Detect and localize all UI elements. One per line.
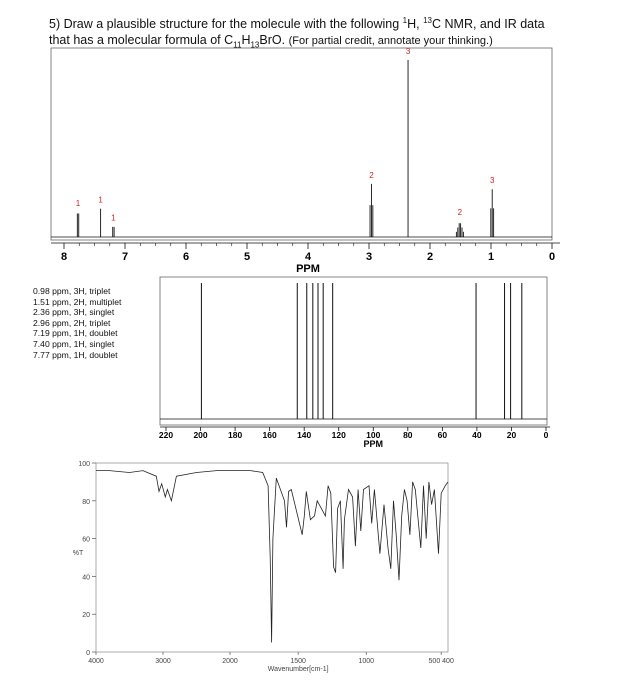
h-nmr-tick-label: 4	[305, 251, 312, 263]
c-nmr-tick-label: 180	[228, 430, 242, 440]
ir-y-tick-label: 60	[82, 537, 90, 544]
question-line1-post: C NMR, and IR data	[432, 17, 545, 31]
formula-h: H	[241, 33, 251, 47]
h-nmr-integration-label: 1	[76, 199, 81, 208]
h-nmr-axis-label: PPM	[296, 263, 320, 275]
question-line1-pre: Draw a plausible structure for the molec…	[63, 17, 403, 31]
sub-13: 13	[250, 40, 260, 50]
formula-bro: BrO.	[259, 33, 286, 47]
h-nmr-integration-label: 2	[369, 171, 374, 180]
ir-x-tick-label: 1000	[358, 658, 374, 665]
peak-list-item: 0.98 ppm, 3H, triplet	[33, 286, 111, 296]
sup-13: 13	[423, 15, 433, 25]
question-line-2: that has a molecular formula of C11H13Br…	[49, 32, 609, 49]
c-nmr-tick-label: 120	[332, 430, 346, 440]
h-nmr-integration-label: 3	[490, 176, 495, 185]
c-nmr-tick-label: 0	[544, 430, 549, 440]
question-text: 5) Draw a plausible structure for the mo…	[49, 16, 609, 49]
h-nmr-integration-label: 3	[406, 47, 411, 56]
c-nmr-tick-label: 160	[263, 430, 277, 440]
ir-x-tick-label: 2000	[222, 658, 238, 665]
ir-chart: 0 20 40 60 80 100 4000 3000 2000 1500 1000 500 400%…	[73, 461, 454, 673]
h-nmr-peak-list: 0.98 ppm, 3H, triplet 1.51 ppm, 2H, mult…	[33, 286, 121, 360]
h-nmr-tick-label: 1	[488, 251, 494, 263]
c-nmr-tick-label: 20	[507, 430, 517, 440]
question-line2-pre: that has a molecular formula of C	[49, 33, 234, 47]
peak-list-item: 2.96 ppm, 2H, triplet	[33, 317, 111, 328]
h-nmr-integration-label: 2	[458, 208, 463, 217]
question-note: (For partial credit, annotate your think…	[288, 35, 493, 47]
ir-x-tick-label: 500 400	[429, 658, 454, 665]
h-nmr-tick-label: 3	[366, 251, 372, 263]
c-nmr-tick-label: 80	[403, 430, 413, 440]
h-nmr-frame	[50, 47, 553, 241]
ir-y-tick-label: 0	[86, 650, 90, 657]
ir-y-axis-label: %T	[73, 550, 84, 557]
ir-y-tick-label: 80	[82, 499, 90, 506]
h-nmr-tick-label: 7	[122, 251, 128, 263]
peak-list-item: 7.77 ppm, 1H, doublet	[33, 349, 118, 360]
peak-list-item: 7.19 ppm, 1H, doublet	[33, 328, 118, 339]
question-h: H,	[407, 17, 424, 31]
c-nmr-tick-label: 40	[472, 430, 482, 440]
c-nmr-tick-label: 100	[366, 430, 380, 440]
sup-1: 1	[402, 15, 408, 25]
question-number: 5)	[49, 17, 61, 31]
h-nmr-integration-label: 1	[98, 196, 103, 205]
h-nmr-tick-label: 0	[549, 251, 555, 263]
peak-list-item: 1.51 ppm, 2H, multiplet	[33, 296, 122, 307]
c-nmr-tick-label: 200	[193, 430, 207, 440]
h-nmr-tick-label: 2	[427, 251, 433, 263]
c-nmr-tick-label: 140	[297, 430, 311, 440]
c-nmr-tick-label: 60	[438, 430, 448, 440]
c-nmr-frame	[159, 276, 548, 426]
ir-x-tick-label: 1500	[290, 658, 306, 665]
ir-y-tick-label: 100	[78, 461, 90, 468]
h-nmr-tick-label: 6	[183, 251, 189, 263]
ir-frame	[95, 462, 449, 653]
ir-x-tick-label: 4000	[88, 658, 104, 665]
ir-x-axis-label: Wavenumber[cm-1]	[268, 666, 329, 673]
peak-list-item: 7.40 ppm, 1H, singlet	[33, 338, 115, 349]
sub-11: 11	[233, 40, 242, 50]
h-nmr-tick-label: 5	[244, 251, 250, 263]
ir-y-tick-label: 40	[82, 574, 90, 581]
c-nmr-axis-label: PPM	[364, 439, 384, 449]
h-nmr-tick-label: 8	[61, 251, 67, 263]
ir-spectrum-line	[96, 470, 449, 643]
peak-list-item: 2.36 ppm, 3H, singlet	[33, 307, 115, 318]
ir-y-tick-label: 20	[82, 612, 90, 619]
question-line-1: 5) Draw a plausible structure for the mo…	[49, 16, 609, 32]
ir-x-tick-label: 3000	[155, 658, 171, 665]
c-nmr-tick-label: 220	[159, 430, 173, 440]
h-nmr-integration-label: 1	[111, 213, 116, 222]
